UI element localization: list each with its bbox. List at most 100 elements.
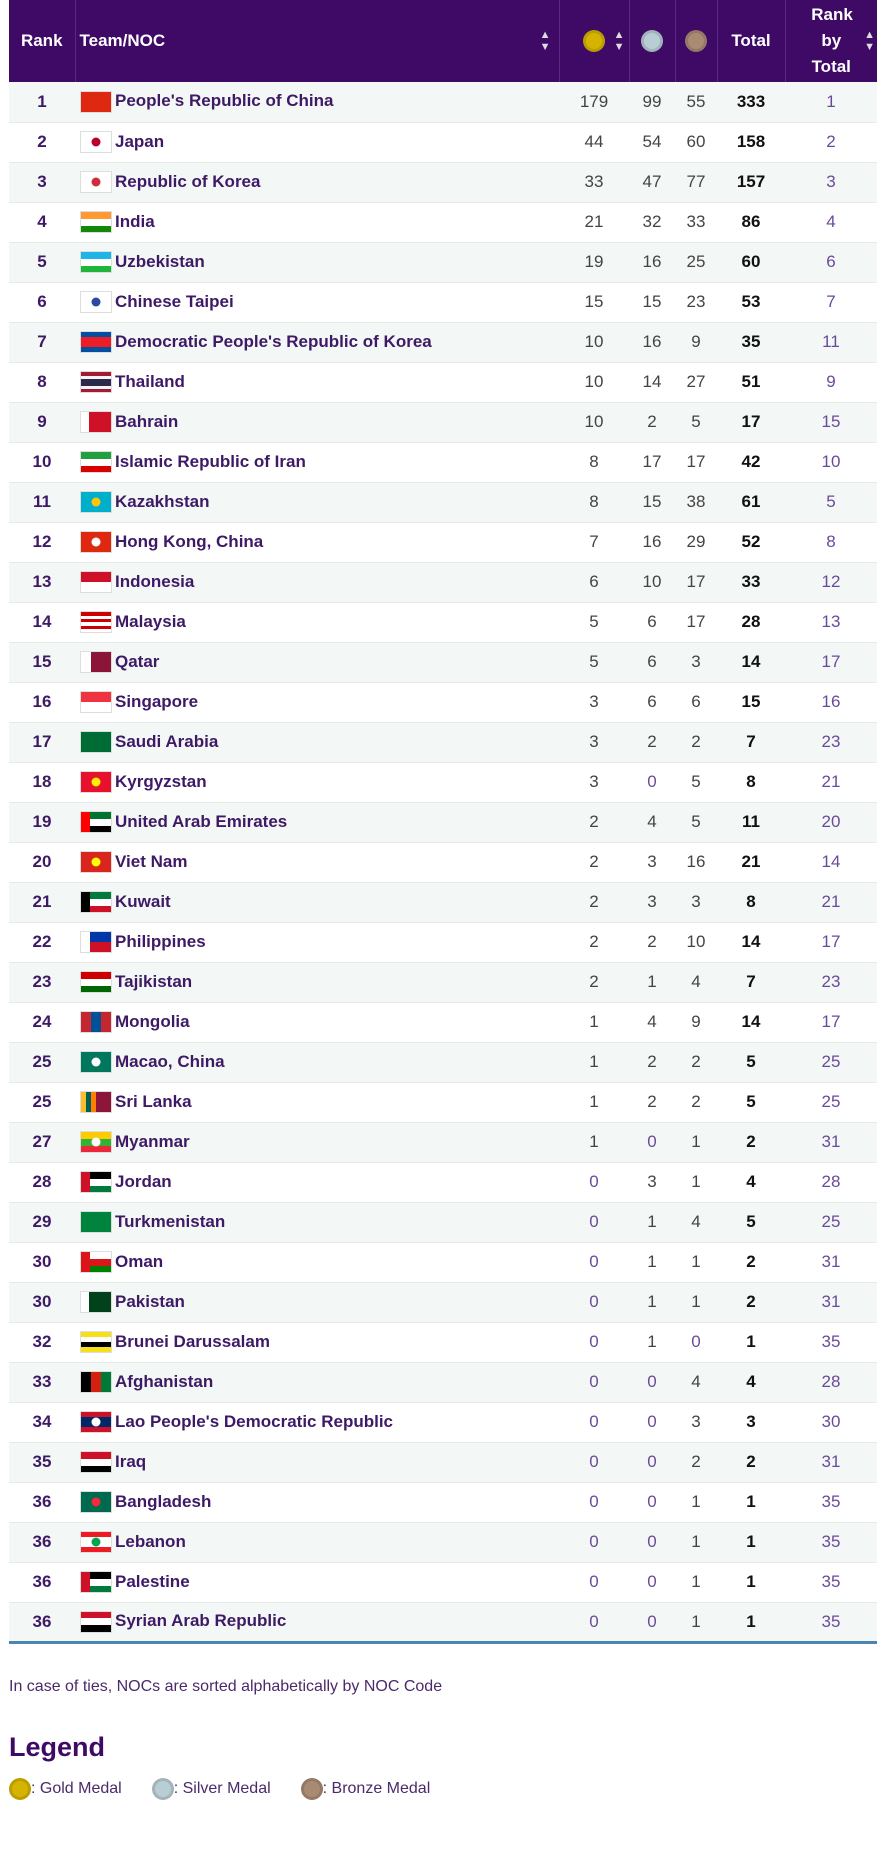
team-name-link[interactable]: Pakistan — [115, 1291, 185, 1311]
team-name-link[interactable]: Palestine — [115, 1571, 190, 1591]
team-name-link[interactable]: Qatar — [115, 651, 160, 671]
table-row[interactable]: 4 India 21 32 33 86 4 — [9, 202, 877, 242]
table-row[interactable]: 1 People's Republic of China 179 99 55 333 1 — [9, 82, 877, 122]
table-row[interactable]: 34 Lao People's Democratic Republic 0 0 3 3 30 — [9, 1402, 877, 1442]
team-cell[interactable]: Kazakhstan — [75, 482, 559, 522]
team-cell[interactable]: Japan — [75, 122, 559, 162]
team-cell[interactable]: Oman — [75, 1242, 559, 1282]
team-cell[interactable]: Kuwait — [75, 882, 559, 922]
table-row[interactable]: 36 Lebanon 0 0 1 1 35 — [9, 1522, 877, 1562]
team-cell[interactable]: Pakistan — [75, 1282, 559, 1322]
team-name-link[interactable]: Macao, China — [115, 1051, 225, 1071]
team-name-link[interactable]: Oman — [115, 1251, 164, 1271]
table-row[interactable]: 35 Iraq 0 0 2 2 31 — [9, 1442, 877, 1482]
team-name-link[interactable]: Brunei Darussalam — [115, 1331, 270, 1351]
table-row[interactable]: 14 Malaysia 5 6 17 28 13 — [9, 602, 877, 642]
team-name-link[interactable]: Mongolia — [115, 1011, 190, 1031]
sort-icon[interactable]: ▲ ▼ — [539, 29, 551, 53]
team-name-link[interactable]: Viet Nam — [115, 851, 188, 871]
team-cell[interactable]: India — [75, 202, 559, 242]
team-name-link[interactable]: Republic of Korea — [115, 171, 261, 191]
table-row[interactable]: 28 Jordan 0 3 1 4 28 — [9, 1162, 877, 1202]
team-name-link[interactable]: Kuwait — [115, 891, 171, 911]
table-row[interactable]: 24 Mongolia 1 4 9 14 17 — [9, 1002, 877, 1042]
team-name-link[interactable]: Sri Lanka — [115, 1091, 192, 1111]
team-name-link[interactable]: Afghanistan — [115, 1371, 214, 1391]
team-cell[interactable]: Thailand — [75, 362, 559, 402]
table-row[interactable]: 19 United Arab Emirates 2 4 5 11 20 — [9, 802, 877, 842]
team-name-link[interactable]: Tajikistan — [115, 971, 193, 991]
table-row[interactable]: 21 Kuwait 2 3 3 8 21 — [9, 882, 877, 922]
table-row[interactable]: 3 Republic of Korea 33 47 77 157 3 — [9, 162, 877, 202]
header-rank-by-total[interactable]: Rank by Total ▲ ▼ — [785, 0, 877, 82]
table-row[interactable]: 6 Chinese Taipei 15 15 23 53 7 — [9, 282, 877, 322]
team-cell[interactable]: Macao, China — [75, 1042, 559, 1082]
team-name-link[interactable]: Kazakhstan — [115, 491, 210, 511]
team-name-link[interactable]: Saudi Arabia — [115, 731, 219, 751]
team-name-link[interactable]: Bangladesh — [115, 1491, 212, 1511]
sort-icon[interactable]: ▲ ▼ — [613, 29, 625, 53]
table-row[interactable]: 7 Democratic People's Republic of Korea 10… — [9, 322, 877, 362]
team-name-link[interactable]: Hong Kong, China — [115, 531, 264, 551]
team-name-link[interactable]: Singapore — [115, 691, 199, 711]
team-cell[interactable]: Lao People's Democratic Republic — [75, 1402, 559, 1442]
team-name-link[interactable]: Indonesia — [115, 571, 195, 591]
table-row[interactable]: 18 Kyrgyzstan 3 0 5 8 21 — [9, 762, 877, 802]
team-cell[interactable]: Bahrain — [75, 402, 559, 442]
table-row[interactable]: 12 Hong Kong, China 7 16 29 52 8 — [9, 522, 877, 562]
table-row[interactable]: 25 Sri Lanka 1 2 2 5 25 — [9, 1082, 877, 1122]
team-cell[interactable]: Qatar — [75, 642, 559, 682]
team-name-link[interactable]: Kyrgyzstan — [115, 771, 207, 791]
team-cell[interactable]: Viet Nam — [75, 842, 559, 882]
team-name-link[interactable]: Syrian Arab Republic — [115, 1611, 287, 1631]
team-cell[interactable]: Indonesia — [75, 562, 559, 602]
team-cell[interactable]: Kyrgyzstan — [75, 762, 559, 802]
team-cell[interactable]: Republic of Korea — [75, 162, 559, 202]
table-row[interactable]: 33 Afghanistan 0 0 4 4 28 — [9, 1362, 877, 1402]
team-name-link[interactable]: United Arab Emirates — [115, 811, 288, 831]
team-cell[interactable]: Tajikistan — [75, 962, 559, 1002]
team-cell[interactable]: Brunei Darussalam — [75, 1322, 559, 1362]
team-name-link[interactable]: People's Republic of China — [115, 91, 334, 111]
table-row[interactable]: 17 Saudi Arabia 3 2 2 7 23 — [9, 722, 877, 762]
team-cell[interactable]: Turkmenistan — [75, 1202, 559, 1242]
table-row[interactable]: 36 Syrian Arab Republic 0 0 1 1 35 — [9, 1602, 877, 1642]
table-row[interactable]: 29 Turkmenistan 0 1 4 5 25 — [9, 1202, 877, 1242]
header-team[interactable]: Team/NOC ▲ ▼ — [75, 0, 560, 82]
team-name-link[interactable]: Philippines — [115, 931, 206, 951]
table-row[interactable]: 36 Bangladesh 0 0 1 1 35 — [9, 1482, 877, 1522]
table-row[interactable]: 9 Bahrain 10 2 5 17 15 — [9, 402, 877, 442]
team-cell[interactable]: Democratic People's Republic of Korea — [75, 322, 559, 362]
table-row[interactable]: 10 Islamic Republic of Iran 8 17 17 42 10 — [9, 442, 877, 482]
table-row[interactable]: 8 Thailand 10 14 27 51 9 — [9, 362, 877, 402]
team-name-link[interactable]: Myanmar — [115, 1131, 190, 1151]
team-name-link[interactable]: Iraq — [115, 1451, 147, 1471]
sort-icon[interactable]: ▲ ▼ — [864, 29, 875, 53]
team-cell[interactable]: Iraq — [75, 1442, 559, 1482]
team-cell[interactable]: Chinese Taipei — [75, 282, 559, 322]
team-cell[interactable]: Jordan — [75, 1162, 559, 1202]
header-gold[interactable]: ▲ ▼ — [559, 0, 630, 82]
team-cell[interactable]: Syrian Arab Republic — [75, 1602, 559, 1642]
table-row[interactable]: 13 Indonesia 6 10 17 33 12 — [9, 562, 877, 602]
team-cell[interactable]: Singapore — [75, 682, 559, 722]
team-name-link[interactable]: Islamic Republic of Iran — [115, 451, 306, 471]
table-row[interactable]: 22 Philippines 2 2 10 14 17 — [9, 922, 877, 962]
table-row[interactable]: 11 Kazakhstan 8 15 38 61 5 — [9, 482, 877, 522]
team-name-link[interactable]: Thailand — [115, 371, 185, 391]
table-row[interactable]: 2 Japan 44 54 60 158 2 — [9, 122, 877, 162]
team-name-link[interactable]: Lao People's Democratic Republic — [115, 1411, 394, 1431]
table-row[interactable]: 32 Brunei Darussalam 0 1 0 1 35 — [9, 1322, 877, 1362]
team-cell[interactable]: Hong Kong, China — [75, 522, 559, 562]
team-name-link[interactable]: Bahrain — [115, 411, 179, 431]
team-cell[interactable]: Philippines — [75, 922, 559, 962]
team-name-link[interactable]: Jordan — [115, 1171, 172, 1191]
team-cell[interactable]: Uzbekistan — [75, 242, 559, 282]
team-name-link[interactable]: Democratic People's Republic of Korea — [115, 331, 432, 351]
team-name-link[interactable]: India — [115, 211, 155, 231]
table-row[interactable]: 15 Qatar 5 6 3 14 17 — [9, 642, 877, 682]
team-cell[interactable]: Islamic Republic of Iran — [75, 442, 559, 482]
team-name-link[interactable]: Lebanon — [115, 1531, 186, 1551]
team-cell[interactable]: Saudi Arabia — [75, 722, 559, 762]
team-cell[interactable]: People's Republic of China — [75, 82, 559, 122]
